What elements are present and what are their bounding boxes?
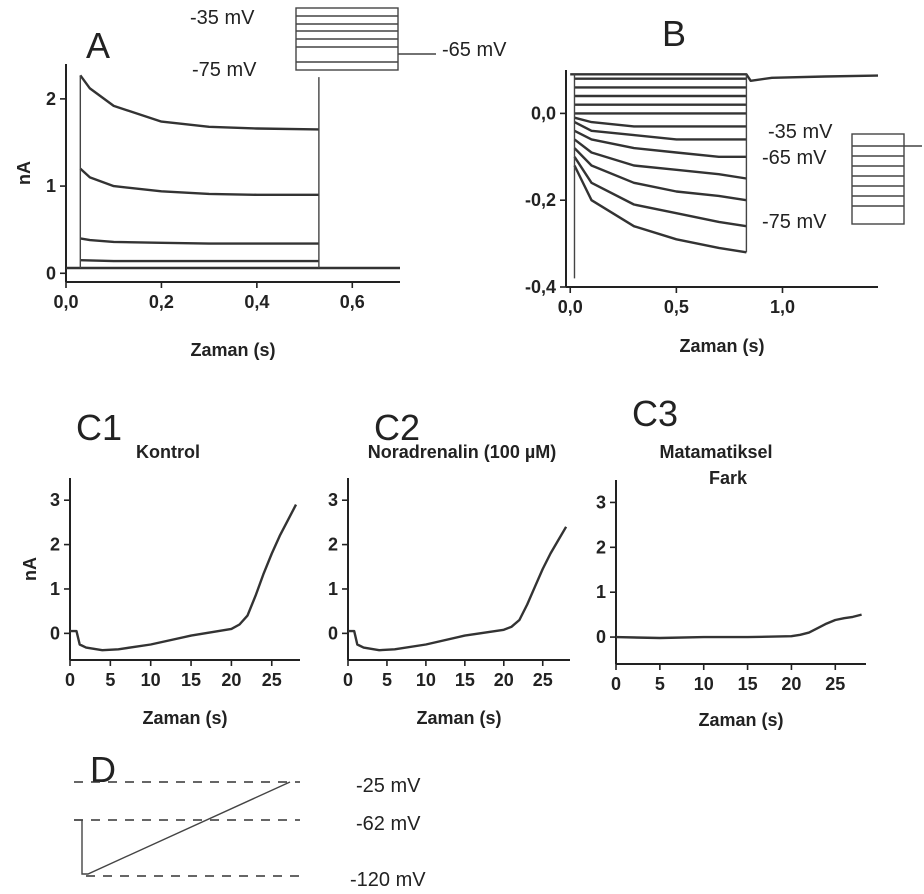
b-hold-label: -65 mV (762, 147, 827, 169)
b-series-3 (573, 147, 747, 202)
c3-x-tick-label: 0 (611, 674, 621, 694)
d-ramp-trace (74, 781, 291, 875)
c1-y-tick-label: 0 (50, 623, 60, 643)
b-series-13 (570, 73, 879, 83)
b-protocol-box (851, 133, 905, 225)
b-y-tick-label: -0,4 (525, 277, 556, 297)
b-series-2 (573, 156, 747, 228)
c3-x-axis-label: Zaman (s) (698, 710, 783, 730)
panel-label-c1: C1 (76, 407, 122, 448)
c1-series-1 (70, 504, 298, 652)
b-x-tick-label: 0,0 (558, 297, 583, 317)
c3-y-tick-label: 2 (596, 537, 606, 557)
c2-x-tick-label: 15 (455, 670, 475, 690)
d-level-bottom-label: -120 mV (350, 869, 426, 891)
a-series-2 (79, 167, 319, 197)
a-y-tick-label: 0 (46, 263, 56, 283)
c2-x-tick-label: 20 (494, 670, 514, 690)
a-series-3 (80, 237, 319, 245)
c1-y-tick-label: 2 (50, 535, 60, 555)
c2-x-tick-label: 5 (382, 670, 392, 690)
b-x-tick-label: 1,0 (770, 297, 795, 317)
c3-x-tick-label: 15 (738, 674, 758, 694)
a-protocol-inset: -35 mV -75 mV -65 mV (190, 7, 507, 81)
a-y-tick-label: 1 (46, 176, 56, 196)
b-y-tick-label: 0,0 (531, 103, 556, 123)
c1-y-tick-label: 1 (50, 579, 60, 599)
a-series-1 (79, 74, 319, 131)
c3-x-tick-label: 25 (825, 674, 845, 694)
b-step-top-label: -35 mV (768, 121, 833, 143)
b-series-4 (573, 138, 747, 180)
chart-c1: 0 5 10 15 20 25 0 1 2 3 Zaman (s) nA (20, 478, 300, 728)
chart-c3: 0 5 10 15 20 25 0 1 2 3 Zaman (s) (596, 480, 866, 730)
c1-y-tick-label: 3 (50, 490, 60, 510)
c2-y-tick-label: 2 (328, 535, 338, 555)
c2-x-axis-label: Zaman (s) (416, 708, 501, 728)
chart-c2: 0 5 10 15 20 25 0 1 2 3 Zaman (s) (328, 478, 570, 728)
chart-b: 0,0 0,5 1,0 0,0 -0,2 -0,4 Zaman (s) (525, 70, 879, 356)
c2-y-tick-label: 3 (328, 490, 338, 510)
c3-x-tick-label: 10 (694, 674, 714, 694)
c1-x-tick-label: 10 (141, 670, 161, 690)
b-x-axis-label: Zaman (s) (679, 336, 764, 356)
a-hold-label: -65 mV (442, 39, 507, 61)
c3-x-tick-label: 5 (655, 674, 665, 694)
a-y-axis-label: nA (14, 161, 34, 185)
c2-x-tick-label: 0 (343, 670, 353, 690)
b-series-6 (573, 121, 747, 141)
chart-a: 0,0 0,2 0,4 0,6 0 1 2 Zaman (s) nA (14, 64, 400, 360)
panel-label-b: B (662, 13, 686, 54)
c3-x-tick-label: 20 (781, 674, 801, 694)
c3-y-tick-label: 1 (596, 582, 606, 602)
panel-label-c3: C3 (632, 393, 678, 434)
c1-x-tick-label: 20 (221, 670, 241, 690)
a-step-top-label: -35 mV (190, 7, 255, 29)
panel-label-c2: C2 (374, 407, 420, 448)
d-level-top-label: -25 mV (356, 775, 421, 797)
c3-series-1 (615, 613, 862, 640)
a-step-bottom-label: -75 mV (192, 59, 257, 81)
c1-x-tick-label: 15 (181, 670, 201, 690)
c2-series-1 (348, 526, 568, 652)
b-protocol-inset: -35 mV -65 mV -75 mV (762, 121, 922, 233)
a-x-tick-label: 0,4 (244, 292, 269, 312)
a-x-tick-label: 0,2 (149, 292, 174, 312)
c3-y-tick-label: 3 (596, 492, 606, 512)
c2-title: Noradrenalin (100 µM) (368, 442, 556, 462)
b-y-tick-label: -0,2 (525, 190, 556, 210)
b-series-7 (574, 116, 747, 128)
c3-title-line2: Fark (709, 468, 748, 488)
a-x-axis-label: Zaman (s) (190, 340, 275, 360)
a-y-tick-label: 2 (46, 89, 56, 109)
c1-x-axis-label: Zaman (s) (142, 708, 227, 728)
b-series-5 (573, 129, 747, 159)
a-x-tick-label: 0,0 (53, 292, 78, 312)
d-level-mid-label: -62 mV (356, 813, 421, 835)
c1-y-axis-label: nA (20, 557, 40, 581)
c2-y-tick-label: 0 (328, 623, 338, 643)
panel-label-d: D (90, 749, 116, 790)
a-x-tick-label: 0,6 (340, 292, 365, 312)
c1-x-tick-label: 0 (65, 670, 75, 690)
c2-y-tick-label: 1 (328, 579, 338, 599)
a-series-4 (80, 259, 319, 263)
b-x-tick-label: 0,5 (664, 297, 689, 317)
c1-x-tick-label: 25 (262, 670, 282, 690)
b-series-1 (573, 164, 747, 254)
c3-title-line1: Matamatiksel (659, 442, 772, 462)
panel-label-a: A (86, 25, 110, 66)
c1-title: Kontrol (136, 442, 200, 462)
c2-x-tick-label: 10 (416, 670, 436, 690)
c1-x-tick-label: 5 (105, 670, 115, 690)
c2-x-tick-label: 25 (533, 670, 553, 690)
b-step-bottom-label: -75 mV (762, 211, 827, 233)
c3-y-tick-label: 0 (596, 627, 606, 647)
d-ramp-protocol: -25 mV -62 mV -120 mV (74, 775, 426, 891)
